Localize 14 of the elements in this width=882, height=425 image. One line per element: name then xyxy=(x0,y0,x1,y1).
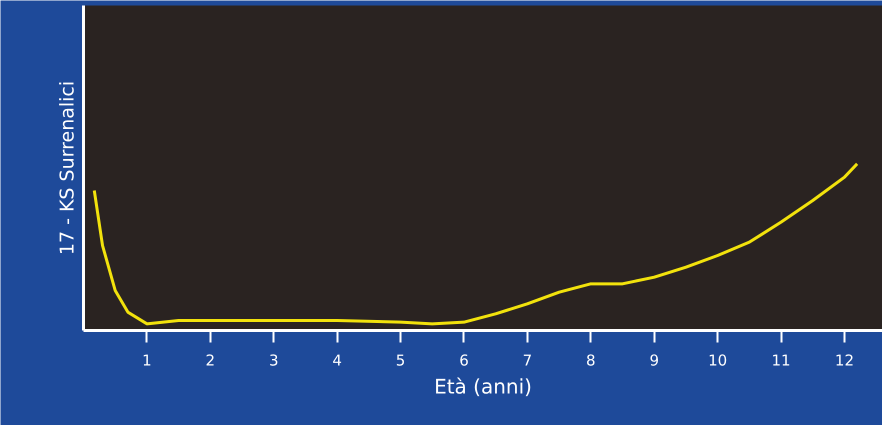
x-tick-label: 6 xyxy=(459,352,469,370)
y-axis-title: 17 - KS Surrenalici xyxy=(56,80,78,256)
x-tick-label: 11 xyxy=(771,352,791,370)
x-tick-label: 5 xyxy=(396,352,406,370)
x-tick-label: 9 xyxy=(649,352,659,370)
x-tick-label: 3 xyxy=(268,352,279,370)
x-tick-label: 12 xyxy=(834,352,854,370)
x-tick-label: 10 xyxy=(708,352,728,370)
x-axis-title: Età (anni) xyxy=(434,374,532,398)
x-tick-label: 7 xyxy=(522,352,532,370)
x-tick-label: 2 xyxy=(206,352,216,370)
x-tick-label: 8 xyxy=(586,352,596,370)
x-tick-label: 1 xyxy=(142,352,152,370)
x-tick-label: 4 xyxy=(332,352,342,370)
